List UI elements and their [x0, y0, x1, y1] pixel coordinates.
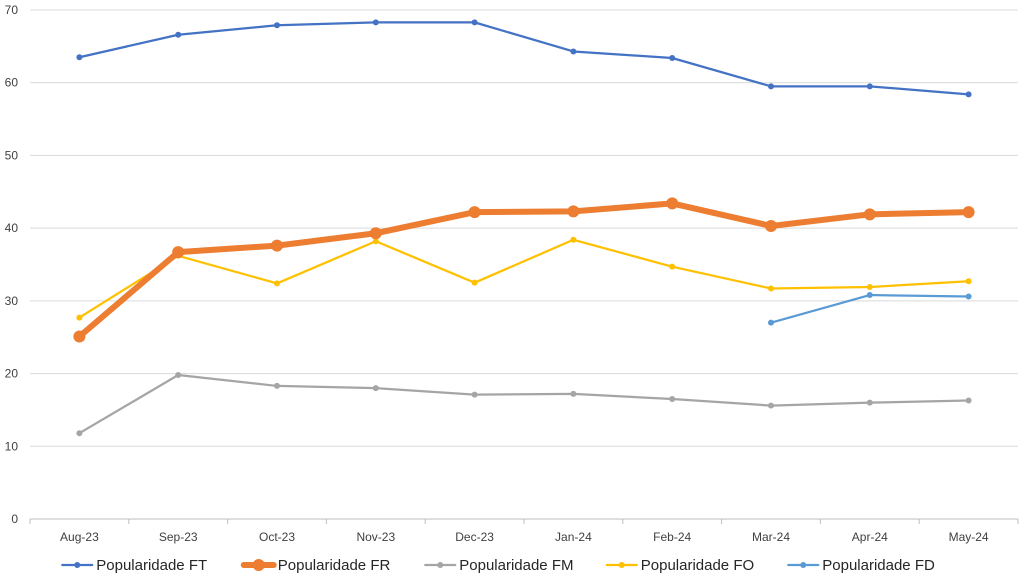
legend-marker — [74, 562, 81, 568]
data-point — [471, 19, 478, 26]
y-axis-ticks: 0 10 20 30 40 50 60 70 — [5, 3, 19, 526]
series-popularidade-fr — [73, 197, 975, 343]
data-point — [669, 396, 676, 403]
series-line — [78, 373, 970, 435]
data-point — [175, 31, 182, 38]
data-point — [471, 391, 478, 398]
series-line — [769, 293, 970, 324]
y-tick-label: 30 — [5, 294, 19, 308]
data-point — [962, 206, 975, 219]
data-point — [372, 19, 379, 26]
legend-marker — [252, 559, 265, 571]
data-point — [468, 206, 481, 219]
data-point — [471, 279, 478, 286]
series-popularidade-fm — [76, 372, 972, 437]
data-point — [768, 285, 774, 292]
x-tick-label: May-24 — [949, 530, 989, 544]
data-point — [76, 54, 83, 61]
series-popularidade-fd — [768, 292, 972, 326]
x-tick-label: Dec-23 — [455, 530, 494, 544]
legend-item: Popularidade FO — [605, 557, 754, 574]
data-point — [768, 402, 774, 409]
data-point — [765, 219, 777, 232]
data-point — [372, 385, 379, 392]
legend-marker — [618, 562, 625, 568]
x-tick-label: Mar-24 — [752, 530, 790, 544]
data-point — [965, 278, 972, 285]
legend-label: Popularidade FR — [278, 557, 391, 574]
x-tick-label: Aug-23 — [60, 530, 99, 544]
legend-label: Popularidade FT — [96, 557, 207, 574]
data-point — [271, 239, 283, 252]
y-tick-label: 70 — [5, 3, 19, 17]
series-line — [78, 21, 970, 96]
x-axis-ticks: Aug-23 Sep-23 Oct-23 Nov-23 Dec-23 Jan-24 Feb-… — [60, 530, 989, 544]
x-tick-label: Sep-23 — [159, 530, 198, 544]
data-point — [768, 83, 774, 90]
data-point — [669, 54, 676, 61]
data-point — [76, 314, 83, 321]
x-tick-label: Feb-24 — [653, 530, 691, 544]
x-tick-label: Apr-24 — [852, 530, 888, 544]
legend-item: Popularidade FT — [61, 557, 207, 574]
series-popularidade-fo — [76, 236, 972, 321]
data-point — [570, 390, 577, 397]
data-point — [863, 208, 876, 221]
series-popularidade-ft — [76, 19, 972, 98]
data-point — [567, 205, 580, 218]
legend-item: Popularidade FR — [240, 557, 391, 574]
y-tick-label: 0 — [11, 512, 18, 526]
y-tick-label: 60 — [5, 76, 19, 90]
y-tick-label: 50 — [5, 148, 19, 162]
legend-marker — [800, 562, 807, 568]
y-tick-label: 40 — [5, 221, 19, 235]
data-point — [172, 246, 185, 259]
data-point — [866, 284, 873, 291]
series-lines — [73, 19, 975, 437]
data-point — [175, 372, 182, 379]
data-point — [965, 91, 972, 98]
legend: Popularidade FT Popularidade FR Popularida… — [61, 557, 935, 574]
data-point — [666, 197, 679, 210]
data-point — [669, 263, 676, 270]
data-point — [570, 48, 577, 55]
x-tick-label: Jan-24 — [555, 530, 592, 544]
data-point — [866, 292, 873, 299]
series-line — [78, 238, 970, 319]
y-tick-label: 10 — [5, 439, 19, 453]
legend-marker — [437, 562, 444, 568]
data-point — [369, 227, 382, 240]
data-point — [274, 22, 280, 29]
data-point — [274, 280, 280, 287]
data-point — [372, 238, 379, 245]
x-tick-label: Oct-23 — [259, 530, 295, 544]
legend-label: Popularidade FM — [459, 557, 573, 574]
legend-item: Popularidade FM — [424, 557, 573, 574]
legend-label: Popularidade FO — [641, 557, 754, 574]
gridlines — [29, 9, 1019, 524]
data-point — [866, 83, 873, 90]
data-point — [570, 236, 577, 243]
data-point — [274, 382, 280, 389]
data-point — [866, 399, 873, 406]
y-tick-label: 20 — [5, 367, 19, 381]
data-point — [965, 397, 972, 404]
series-line — [76, 200, 972, 340]
data-point — [73, 330, 86, 343]
legend-item: Popularidade FD — [787, 557, 935, 574]
legend-label: Popularidade FD — [822, 557, 935, 574]
data-point — [965, 293, 972, 300]
data-point — [768, 319, 774, 326]
data-point — [76, 430, 83, 437]
x-tick-label: Nov-23 — [356, 530, 395, 544]
